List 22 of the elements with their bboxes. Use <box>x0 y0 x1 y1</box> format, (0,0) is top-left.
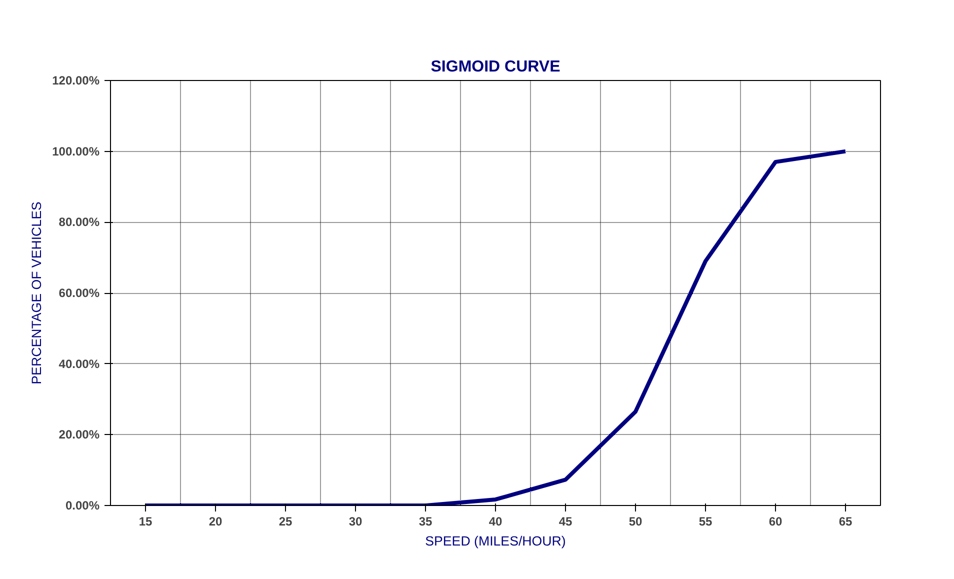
line-series <box>144 149 848 506</box>
x-tick-label: 60 <box>768 514 782 528</box>
y-tick-label: 80.00% <box>58 215 100 230</box>
y-tick-label: 60.00% <box>58 286 100 300</box>
x-tick-label: 15 <box>138 514 152 528</box>
y-tick-label: 40.00% <box>58 356 100 371</box>
y-tick-label: 120.00% <box>52 74 100 88</box>
chart-title: SIGMOID CURVE <box>430 58 561 76</box>
x-tick-label: 65 <box>838 514 852 528</box>
y-tick-label: 20.00% <box>58 428 100 442</box>
y-tick-label: 0.00% <box>65 498 100 512</box>
x-tick-label: 50 <box>628 514 642 528</box>
x-tick-label: 40 <box>488 514 502 528</box>
x-axis-title: SPEED (MILES/HOUR) <box>425 534 566 548</box>
x-tick-label: 35 <box>418 514 432 528</box>
x-tick-label: 30 <box>348 514 362 528</box>
x-tick-label: 55 <box>698 514 712 528</box>
y-tick-label: 100.00% <box>52 144 100 158</box>
x-tick-label: 20 <box>208 514 222 528</box>
y-axis-title: PERCENTAGE OF VEHICLES <box>29 202 44 384</box>
x-tick-label: 45 <box>558 514 572 528</box>
x-tick-label: 25 <box>278 514 292 528</box>
